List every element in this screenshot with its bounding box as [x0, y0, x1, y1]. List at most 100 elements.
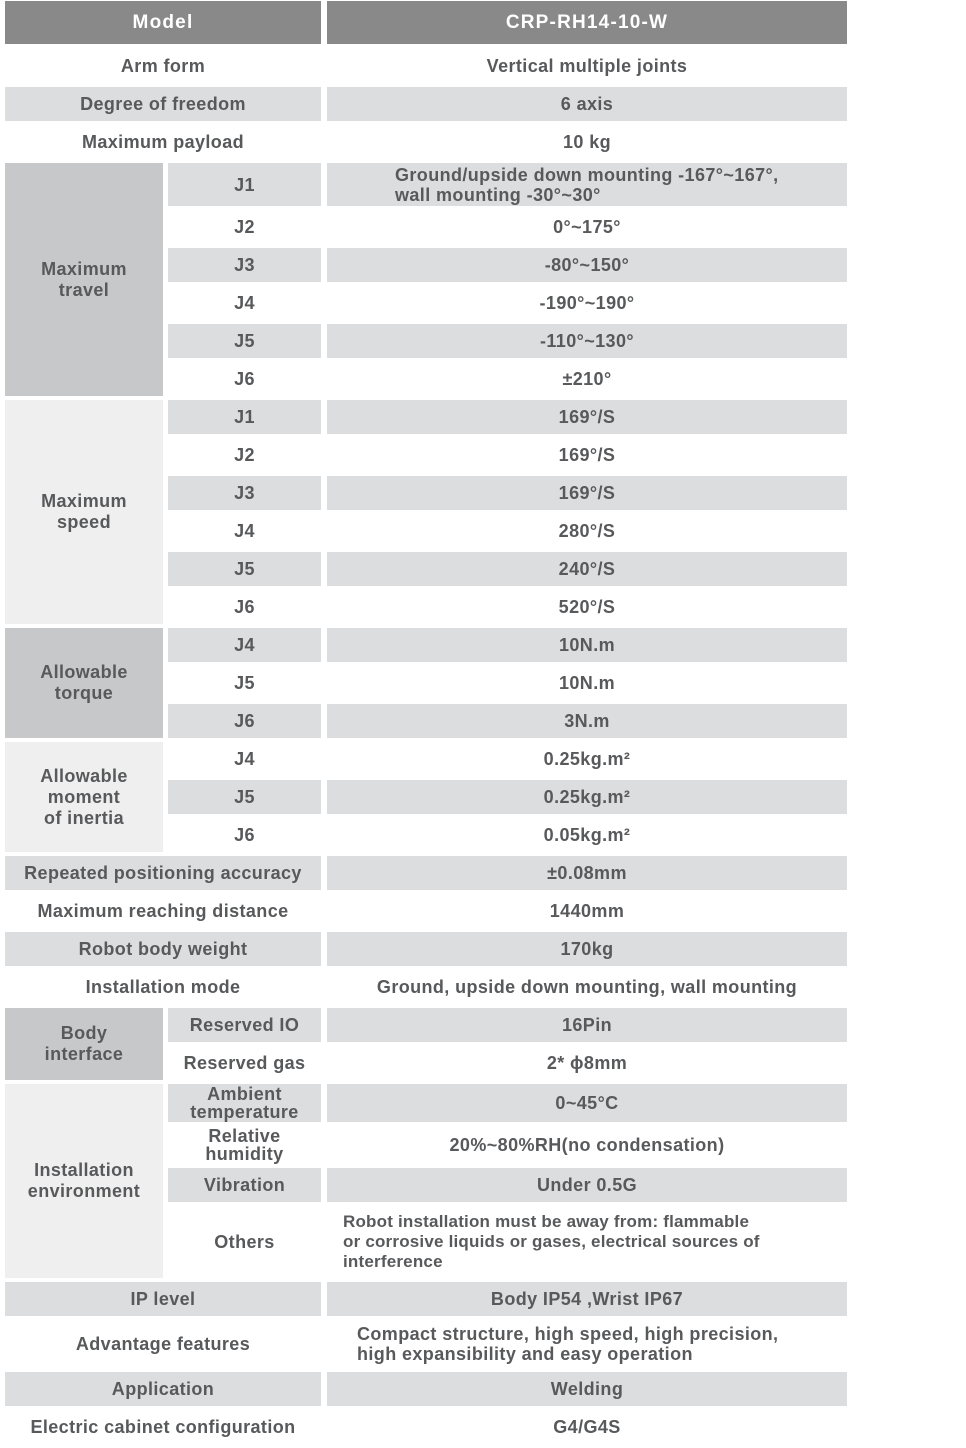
row-inertia-j5: J5 0.25kg.m²	[168, 780, 847, 814]
header-model-value: CRP-RH14-10-W	[327, 1, 847, 44]
row-label: Repeated positioning accuracy	[5, 856, 321, 890]
row-value: Compact structure, high speed, high prec…	[357, 1324, 779, 1364]
group-label-allowable-torque: Allowable torque	[5, 628, 163, 738]
joint-label: J2	[234, 445, 255, 465]
row-label: Maximum payload	[81, 132, 245, 152]
row-label: Degree of freedom	[5, 87, 321, 121]
joint-label: J4	[168, 628, 321, 662]
row-arm-form: Arm form Vertical multiple joints	[5, 49, 847, 83]
row-value: 10 kg	[562, 132, 612, 152]
sub-label: Reserved gas	[183, 1053, 306, 1073]
row-speed-j5: J5 240°/S	[168, 552, 847, 586]
joint-label: J1	[168, 400, 321, 434]
row-label: IP level	[5, 1282, 321, 1316]
sub-value: Robot installation must be away from: fl…	[343, 1212, 760, 1271]
joint-label: J5	[168, 324, 321, 358]
row-value: Welding	[327, 1372, 847, 1406]
sub-value: 2* ϕ8mm	[546, 1053, 628, 1073]
group-rows-maximum-speed: J1 169°/S J2 169°/S J3 169°/S J4 280°/S …	[168, 400, 847, 624]
sub-label: Ambient temperature	[168, 1084, 321, 1122]
row-robot-body-weight: Robot body weight 170kg	[5, 932, 847, 966]
joint-label: J6	[168, 704, 321, 738]
row-travel-j1: J1 Ground/upside down mounting -167°~167…	[168, 163, 847, 206]
row-speed-j1: J1 169°/S	[168, 400, 847, 434]
row-repeated-positioning-accuracy: Repeated positioning accuracy ±0.08mm	[5, 856, 847, 890]
sub-value: 0~45°C	[327, 1084, 847, 1122]
row-travel-j5: J5 -110°~130°	[168, 324, 847, 358]
row-torque-j5: J5 10N.m	[168, 666, 847, 700]
joint-value: 280°/S	[558, 521, 616, 541]
row-value: ±0.08mm	[327, 856, 847, 890]
sub-label: Reserved IO	[168, 1008, 321, 1042]
row-speed-j2: J2 169°/S	[168, 438, 847, 472]
joint-value: 169°/S	[327, 400, 847, 434]
row-label: Maximum reaching distance	[37, 901, 289, 921]
joint-value: 10N.m	[558, 673, 616, 693]
joint-label: J5	[234, 673, 255, 693]
row-vibration: Vibration Under 0.5G	[168, 1168, 847, 1202]
sub-label: Relative humidity	[205, 1126, 284, 1164]
group-rows-allowable-torque: J4 10N.m J5 10N.m J6 3N.m	[168, 628, 847, 738]
group-label-body-interface: Body interface	[5, 1008, 163, 1080]
row-others: Others Robot installation must be away f…	[168, 1206, 847, 1278]
joint-label: J6	[234, 597, 255, 617]
joint-value: 0.25kg.m²	[327, 780, 847, 814]
row-torque-j6: J6 3N.m	[168, 704, 847, 738]
section-installation-environment: Installation environment Ambient tempera…	[5, 1084, 847, 1278]
section-allowable-torque: Allowable torque J4 10N.m J5 10N.m J6 3N…	[5, 628, 847, 738]
section-allowable-inertia: Allowable moment of inertia J4 0.25kg.m²…	[5, 742, 847, 852]
group-rows-body-interface: Reserved IO 16Pin Reserved gas 2* ϕ8mm	[168, 1008, 847, 1080]
row-value: Body IP54 ,Wrist IP67	[327, 1282, 847, 1316]
row-travel-j4: J4 -190°~190°	[168, 286, 847, 320]
section-maximum-travel: Maximum travel J1 Ground/upside down mou…	[5, 163, 847, 396]
row-value: 6 axis	[327, 87, 847, 121]
row-ambient-temperature: Ambient temperature 0~45°C	[168, 1084, 847, 1122]
header-row: Model CRP-RH14-10-W	[5, 1, 847, 44]
joint-label: J3	[168, 248, 321, 282]
header-model-label: Model	[5, 1, 321, 44]
joint-label: J2	[234, 217, 255, 237]
joint-label: J4	[234, 293, 255, 313]
joint-label: J5	[168, 552, 321, 586]
joint-label: J3	[168, 476, 321, 510]
joint-value: 10N.m	[327, 628, 847, 662]
group-label-maximum-speed: Maximum speed	[5, 400, 163, 624]
row-ip-level: IP level Body IP54 ,Wrist IP67	[5, 1282, 847, 1316]
group-label-installation-environment: Installation environment	[5, 1084, 163, 1278]
joint-value: 3N.m	[327, 704, 847, 738]
joint-value: -190°~190°	[539, 293, 635, 313]
joint-value: 0.05kg.m²	[543, 825, 631, 845]
joint-label: J6	[234, 369, 255, 389]
joint-value: Ground/upside down mounting -167°~167°, …	[327, 163, 847, 206]
section-maximum-speed: Maximum speed J1 169°/S J2 169°/S J3 169…	[5, 400, 847, 624]
sub-value: Under 0.5G	[327, 1168, 847, 1202]
sub-label: Vibration	[168, 1168, 321, 1202]
row-travel-j6: J6 ±210°	[168, 362, 847, 396]
row-value: 1440mm	[549, 901, 625, 921]
joint-value: 0.25kg.m²	[543, 749, 631, 769]
row-travel-j3: J3 -80°~150°	[168, 248, 847, 282]
joint-value: 169°/S	[558, 445, 616, 465]
sub-value: 20%~80%RH(no condensation)	[449, 1135, 725, 1155]
group-label-allowable-inertia: Allowable moment of inertia	[5, 742, 163, 852]
row-label: Advantage features	[75, 1334, 251, 1354]
row-label: Application	[5, 1372, 321, 1406]
row-speed-j4: J4 280°/S	[168, 514, 847, 548]
row-installation-mode: Installation mode Ground, upside down mo…	[5, 970, 847, 1004]
row-value: 170kg	[327, 932, 847, 966]
joint-label: J1	[168, 163, 321, 206]
joint-value: 240°/S	[327, 552, 847, 586]
row-inertia-j6: J6 0.05kg.m²	[168, 818, 847, 852]
sub-label: Others	[214, 1232, 275, 1252]
joint-value: 0°~175°	[553, 217, 621, 237]
joint-value: 520°/S	[558, 597, 616, 617]
row-inertia-j4: J4 0.25kg.m²	[168, 742, 847, 776]
row-maximum-reaching-distance: Maximum reaching distance 1440mm	[5, 894, 847, 928]
row-label: Arm form	[120, 56, 206, 76]
joint-value: ±210°	[562, 369, 612, 389]
row-speed-j6: J6 520°/S	[168, 590, 847, 624]
row-maximum-payload: Maximum payload 10 kg	[5, 125, 847, 159]
row-value: Ground, upside down mounting, wall mount…	[376, 977, 798, 997]
section-body-interface: Body interface Reserved IO 16Pin Reserve…	[5, 1008, 847, 1080]
row-degree-of-freedom: Degree of freedom 6 axis	[5, 87, 847, 121]
